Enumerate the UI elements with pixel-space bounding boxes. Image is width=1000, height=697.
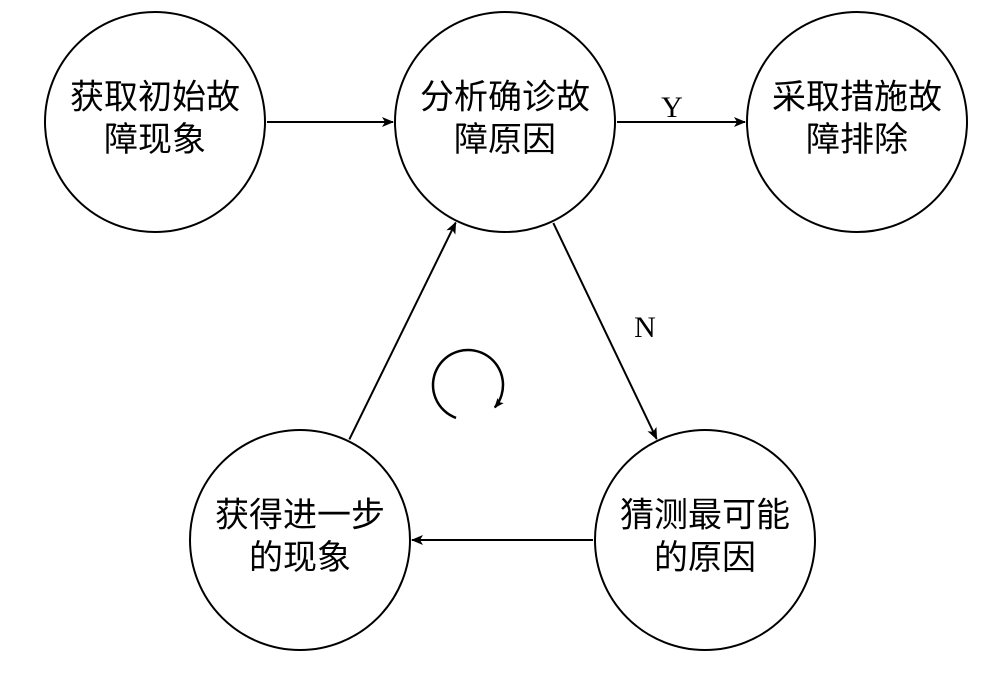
flow-node-n1: 获取初始故障现象: [45, 12, 265, 232]
flow-node-n2: 分析确诊故障原因: [395, 12, 615, 232]
node-label: 猜测最可能: [620, 497, 790, 535]
node-label: 障排除: [806, 121, 908, 159]
node-label: 的现象: [249, 539, 351, 577]
flow-node-n5: 获得进一步的现象: [190, 430, 410, 650]
flowchart-canvas: YN 获取初始故障现象分析确诊故障原因采取措施故障排除猜测最可能的原因获得进一步…: [0, 0, 1000, 697]
node-label: 采取措施故: [772, 79, 942, 117]
node-label: 障原因: [454, 121, 556, 159]
flow-node-n4: 猜测最可能的原因: [595, 430, 815, 650]
node-label: 获取初始故: [70, 79, 240, 117]
nodes-group: 获取初始故障现象分析确诊故障原因采取措施故障排除猜测最可能的原因获得进一步的现象: [45, 12, 967, 650]
loop-icon: [433, 350, 503, 418]
node-label: 的原因: [654, 539, 756, 577]
flow-node-n3: 采取措施故障排除: [747, 12, 967, 232]
node-label: 分析确诊故: [420, 79, 590, 117]
edge-label: Y: [661, 91, 683, 124]
loop-icon-group: [433, 350, 503, 418]
node-label: 障现象: [104, 121, 206, 159]
node-label: 获得进一步: [215, 497, 385, 535]
edge-label: N: [634, 311, 656, 344]
